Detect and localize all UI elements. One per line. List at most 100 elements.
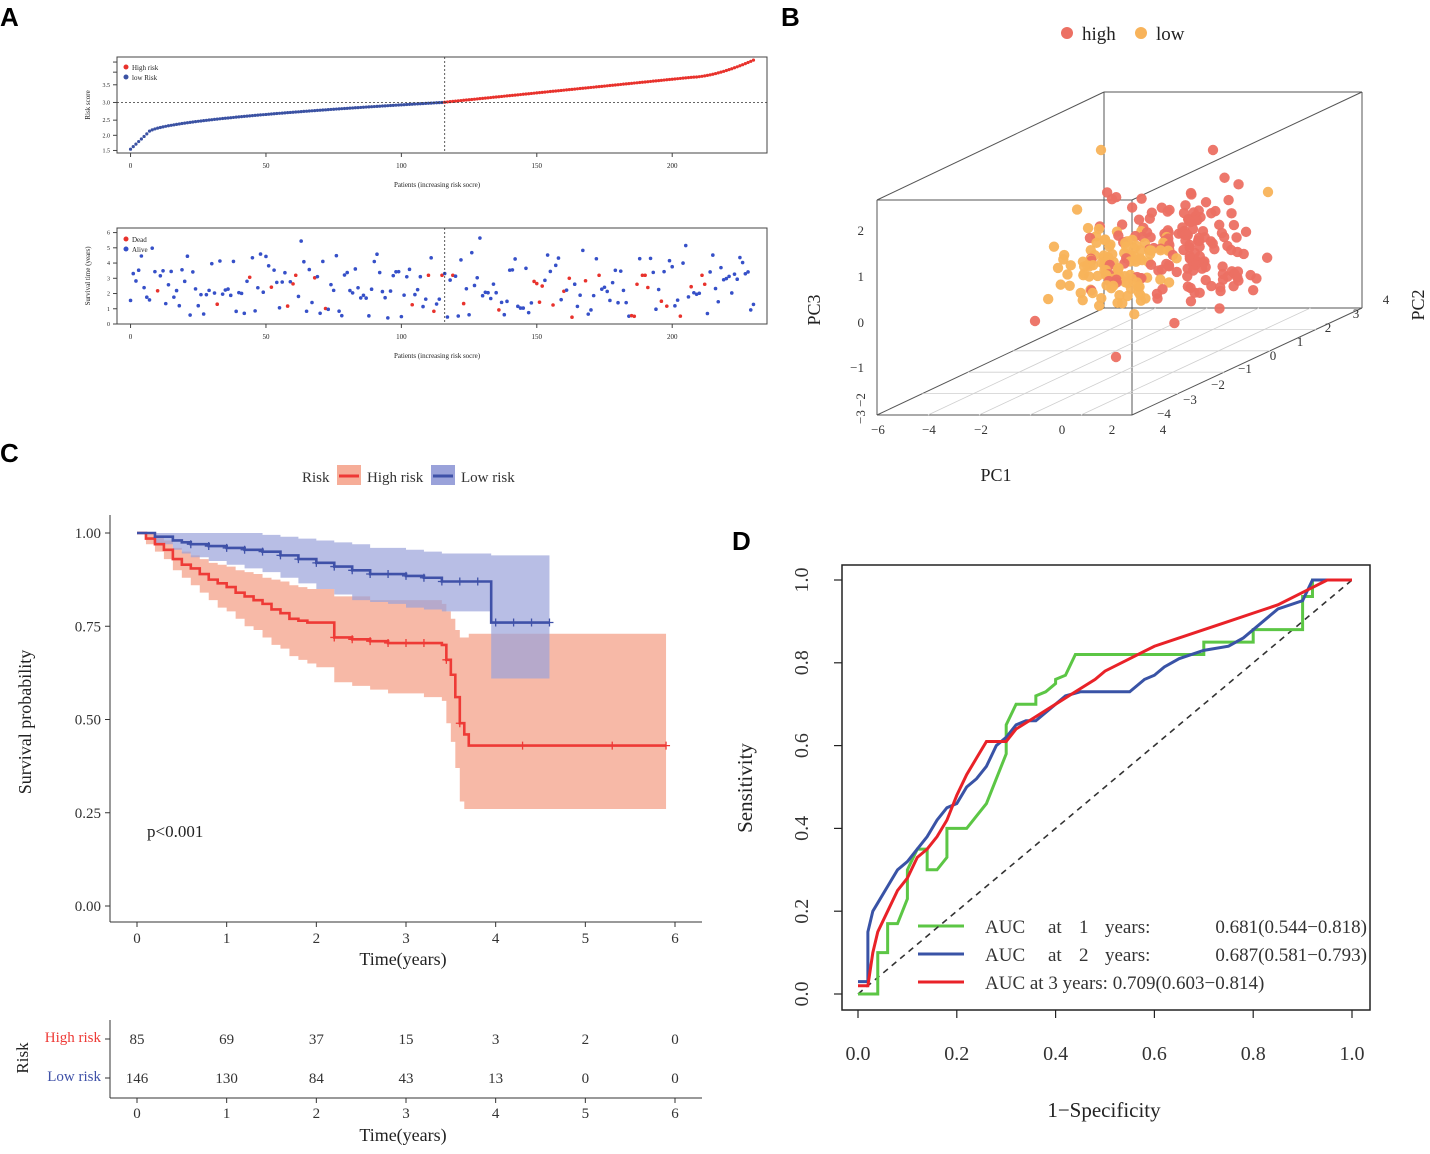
alive-point — [469, 250, 474, 255]
alive-point — [253, 309, 257, 313]
alive-point — [499, 300, 504, 305]
roc-x-tick-label: 1.0 — [1340, 1043, 1365, 1065]
low-risk-point — [283, 111, 287, 115]
high-risk-point — [489, 95, 493, 100]
high-risk-point — [719, 70, 723, 74]
alive-point — [231, 259, 236, 264]
alive-point — [559, 297, 563, 302]
high-risk-point — [654, 79, 658, 83]
high-risk-point — [510, 93, 515, 97]
pca-low-point — [1095, 144, 1107, 156]
alive-point — [627, 314, 631, 318]
alive-point — [651, 270, 656, 275]
alive-point — [724, 276, 729, 281]
low-risk-point — [256, 113, 260, 117]
pca-low-point — [1062, 269, 1073, 280]
high-risk-point — [478, 97, 482, 101]
low-risk-point — [204, 118, 208, 122]
alive-point — [310, 300, 314, 305]
high-risk-point — [605, 84, 609, 88]
y-tick-label: 0 — [107, 322, 110, 328]
high-risk-point — [676, 77, 680, 81]
high-risk-censor — [442, 655, 451, 664]
high-risk-point — [681, 76, 685, 80]
alive-point — [375, 252, 379, 256]
pca-high-point — [1261, 252, 1273, 263]
x-tick-label: 0 — [129, 162, 133, 170]
pc3-tick-label: 0 — [858, 315, 865, 330]
roc-legend-2-num: 2 — [1079, 945, 1089, 966]
low-risk-point — [405, 102, 409, 107]
risk-table-count: 69 — [219, 1032, 234, 1048]
low-risk-point — [210, 118, 214, 122]
low-risk-censor — [473, 577, 482, 586]
alive-point — [727, 274, 731, 279]
high-risk-point — [486, 96, 490, 100]
alive-point — [128, 298, 133, 303]
risk-table-count: 13 — [488, 1071, 503, 1087]
high-risk-point — [535, 91, 539, 95]
legend-low-dot — [1135, 27, 1147, 39]
low-risk-point — [294, 110, 298, 114]
alive-point — [166, 282, 171, 287]
high-risk-point — [464, 98, 468, 102]
low-risk-censor — [276, 551, 285, 560]
high-risk-point — [743, 62, 747, 66]
roc-x-tick-label: 0.4 — [1043, 1043, 1068, 1065]
alive-point — [591, 293, 596, 298]
legend-high-dot — [123, 64, 129, 70]
alive-point — [261, 290, 266, 295]
low-risk-point — [237, 115, 241, 119]
low-risk-point — [156, 126, 160, 130]
km-x-tick-label: 6 — [671, 931, 679, 947]
panel-label-a: A — [0, 2, 19, 32]
dead-point — [551, 303, 555, 307]
x-tick-label: 50 — [262, 333, 270, 341]
status-legend: Dead Alive — [123, 236, 148, 254]
low-risk-point — [323, 108, 328, 112]
alive-point — [746, 270, 750, 274]
legend-low-label: low Risk — [132, 74, 158, 82]
alive-point — [624, 300, 628, 305]
low-risk-point — [202, 119, 206, 123]
low-risk-point — [375, 104, 379, 108]
box-edge — [876, 91, 1105, 201]
x-tick-label: 50 — [262, 162, 270, 170]
dead-point — [285, 304, 290, 308]
alive-point — [581, 248, 585, 253]
low-risk-censor — [204, 542, 213, 551]
pca-low-point — [1052, 262, 1064, 274]
high-risk-point — [640, 80, 645, 84]
alive-point — [524, 266, 528, 271]
pc2-tick-label: −3 — [1183, 392, 1197, 407]
x-tick-label: 100 — [396, 333, 407, 341]
alive-point — [548, 269, 553, 274]
alive-point — [372, 259, 377, 264]
risk-table: Risk High risk Low risk Time(years) — [13, 1030, 447, 1146]
alive-point — [608, 298, 612, 303]
risk-score-plot: Risk score Patients (increasing risk soc… — [84, 56, 768, 189]
alive-point — [356, 286, 360, 290]
high-risk-point — [564, 88, 569, 92]
alive-point — [694, 292, 699, 297]
high-risk-point — [453, 99, 458, 103]
low-risk-point — [188, 120, 192, 124]
low-risk-point — [353, 106, 357, 110]
high-risk-point — [494, 95, 498, 99]
alive-point — [434, 302, 439, 306]
dead-point — [269, 285, 274, 289]
pca-high-point — [1238, 248, 1249, 260]
risk-table-count: 43 — [399, 1071, 414, 1087]
high-risk-point — [592, 85, 596, 89]
high-risk-point — [543, 90, 547, 94]
alive-point — [599, 287, 604, 291]
pca-low-point — [1262, 186, 1274, 198]
low-risk-point — [137, 139, 141, 144]
pca-high-point — [1180, 200, 1191, 211]
y-tick-label: 5 — [107, 246, 110, 252]
high-risk-point — [732, 66, 737, 70]
risk-table-x-tick-label: 5 — [582, 1106, 590, 1122]
pca-low-point — [1093, 300, 1105, 311]
alive-point — [586, 312, 591, 316]
alive-point — [272, 268, 276, 272]
